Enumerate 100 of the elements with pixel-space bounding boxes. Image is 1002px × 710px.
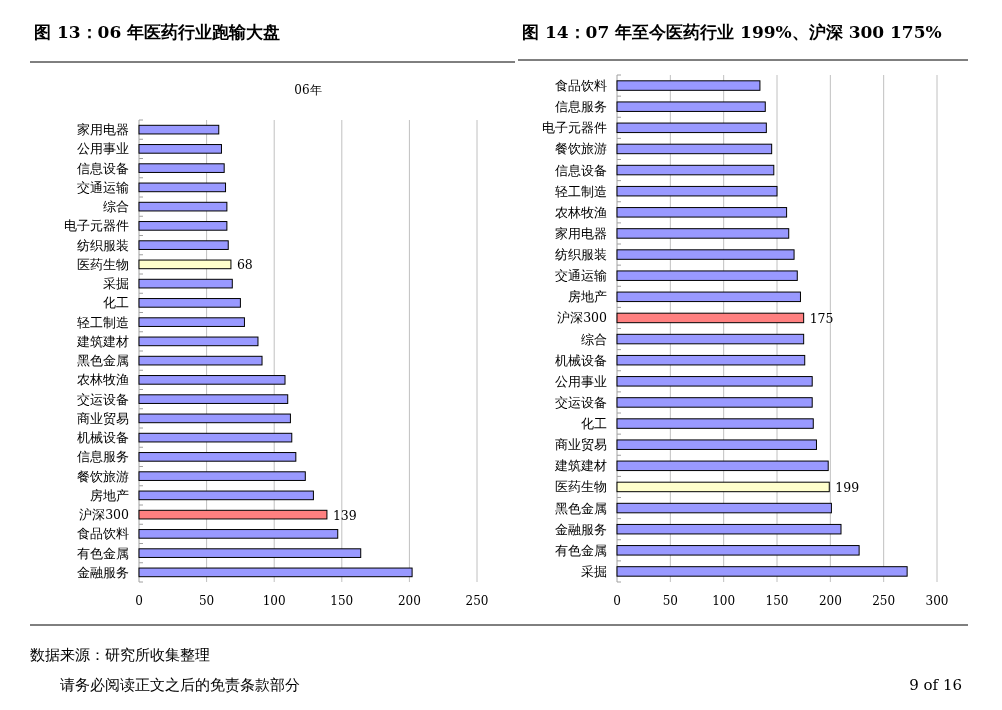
y-tick-label: 黑色金属 <box>77 353 129 369</box>
y-tick-label: 化工 <box>581 416 607 432</box>
chart-subtitle: 06年 <box>294 83 322 97</box>
x-tick-label: 150 <box>330 594 354 608</box>
data-label: 175 <box>809 310 834 326</box>
bar <box>138 394 289 404</box>
bar <box>138 413 291 424</box>
y-tick-label: 信息设备 <box>555 162 607 178</box>
y-tick-label: 建筑建材 <box>76 333 129 349</box>
y-tick-label: 有色金属 <box>77 545 129 561</box>
data-label: 199 <box>835 479 860 495</box>
y-tick-label: 有色金属 <box>555 542 607 558</box>
bar <box>616 460 829 472</box>
x-tick-label: 0 <box>135 594 143 608</box>
y-tick-label: 黑色金属 <box>555 500 607 516</box>
y-tick-label: 农林牧渔 <box>77 372 129 388</box>
bar <box>616 502 832 514</box>
y-tick-label: 食品饮料 <box>555 78 607 94</box>
y-tick-label: 交通运输 <box>77 179 129 195</box>
bar <box>138 452 297 462</box>
source-note: 数据来源：研究所收集整理 <box>30 646 210 664</box>
y-tick-label: 金融服务 <box>555 521 607 537</box>
y-tick-label: 电子元器件 <box>542 120 607 136</box>
bar <box>138 201 228 212</box>
x-tick-label: 300 <box>925 594 949 608</box>
y-tick-label: 建筑建材 <box>554 458 607 474</box>
y-tick-label: 交通运输 <box>555 268 607 284</box>
y-tick-label: 交运设备 <box>555 394 607 410</box>
x-tick-label: 150 <box>765 594 789 608</box>
data-label: 68 <box>236 257 253 273</box>
x-tick-label: 250 <box>872 594 896 608</box>
bar <box>616 333 805 345</box>
y-tick-label: 房地产 <box>90 487 129 503</box>
bar <box>138 240 229 250</box>
y-tick-label: 机械设备 <box>555 352 607 368</box>
y-tick-label: 纺织服装 <box>77 237 129 253</box>
x-tick-label: 50 <box>198 594 215 608</box>
text: 9 of 16 <box>909 676 962 694</box>
chart-title: 图 14：07 年至今医药行业 199%、沪深 300 175% <box>522 22 942 42</box>
bar <box>138 509 328 520</box>
y-tick-label: 农林牧渔 <box>555 204 607 220</box>
bar <box>616 545 860 556</box>
y-tick-label: 电子元器件 <box>64 218 129 234</box>
bar <box>138 529 339 539</box>
y-tick-label: 医药生物 <box>555 479 607 495</box>
bar <box>616 439 817 450</box>
y-tick-label: 综合 <box>103 199 129 215</box>
bar <box>138 182 227 193</box>
bar <box>616 80 761 91</box>
bar <box>138 144 222 154</box>
bar <box>138 471 306 481</box>
bar <box>616 291 801 303</box>
y-tick-label: 综合 <box>581 331 607 347</box>
bar <box>616 185 778 197</box>
y-tick-label: 餐饮旅游 <box>555 141 607 157</box>
bar <box>616 270 798 281</box>
y-tick-label: 沪深300 <box>79 507 130 523</box>
y-tick-label: 采掘 <box>103 276 129 292</box>
x-tick-label: 0 <box>613 594 621 608</box>
bar <box>616 143 773 155</box>
bar <box>616 249 795 260</box>
y-tick-label: 化工 <box>103 295 129 311</box>
chart-title: 图 13：06 年医药行业跑输大盘 <box>34 22 281 42</box>
bar <box>138 375 286 385</box>
y-tick-label: 纺织服装 <box>555 247 607 263</box>
bar <box>616 481 830 493</box>
bar <box>616 523 842 535</box>
bar <box>138 432 293 443</box>
y-tick-label: 采掘 <box>581 563 607 579</box>
y-tick-label: 商业贸易 <box>555 437 607 453</box>
bar <box>616 207 788 218</box>
bar <box>616 418 814 429</box>
y-tick-label: 房地产 <box>568 289 607 305</box>
y-tick-label: 家用电器 <box>555 225 607 241</box>
bar <box>138 124 220 135</box>
y-tick-label: 轻工制造 <box>77 314 129 330</box>
y-tick-label: 轻工制造 <box>555 183 607 199</box>
y-tick-label: 信息设备 <box>77 160 129 176</box>
bar <box>138 298 241 308</box>
y-tick-label: 沪深300 <box>557 310 608 326</box>
y-tick-label: 商业贸易 <box>77 410 129 426</box>
y-tick-label: 信息服务 <box>555 99 607 115</box>
y-tick-label: 信息服务 <box>77 449 129 465</box>
bar <box>616 164 775 176</box>
bar <box>616 566 908 577</box>
bar <box>138 317 245 327</box>
bar <box>616 101 766 112</box>
y-tick-label: 公用事业 <box>77 141 129 157</box>
y-tick-label: 餐饮旅游 <box>77 468 129 484</box>
x-tick-label: 250 <box>465 594 489 608</box>
x-tick-label: 50 <box>662 594 678 608</box>
x-tick-label: 100 <box>262 594 286 608</box>
y-tick-label: 食品饮料 <box>77 526 129 542</box>
data-label: 139 <box>332 507 357 523</box>
bar <box>138 163 225 173</box>
bar <box>616 228 790 239</box>
bar <box>616 122 767 134</box>
bar <box>616 312 805 324</box>
text: 请务必阅读正文之后的免责条款部分 <box>60 676 300 694</box>
y-tick-label: 公用事业 <box>555 373 607 389</box>
